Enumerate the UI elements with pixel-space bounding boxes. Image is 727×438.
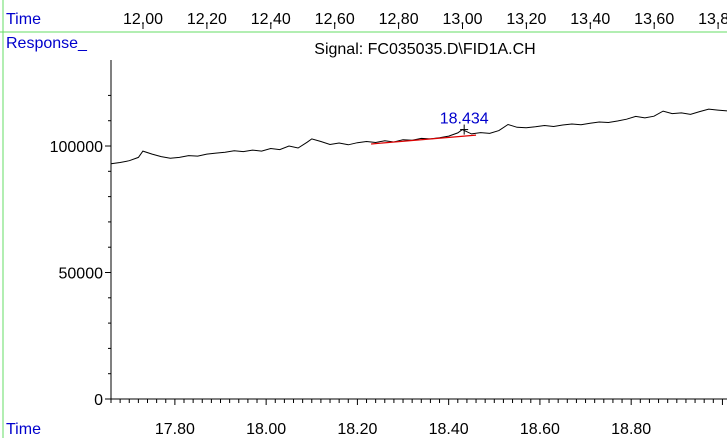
y-tick-label: 0: [94, 392, 103, 409]
top-tick-label: 12.00: [123, 11, 163, 28]
top-tick-label: 12.20: [187, 11, 227, 28]
x-tick-label: 18.80: [611, 421, 651, 438]
top-axis-title: Time: [6, 11, 41, 28]
top-tick-label: 13.40: [570, 11, 610, 28]
top-tick-label: 13.00: [442, 11, 482, 28]
integration-baseline: [371, 134, 477, 145]
y-tick-group: 0 50000 100000: [50, 94, 111, 409]
top-tick-label: 13.20: [506, 11, 546, 28]
plot-area: 18.434: [110, 108, 727, 165]
x-tick-label: 18.00: [246, 421, 286, 438]
chart-title: Signal: FC035035.D\FID1A.CH: [314, 41, 535, 58]
x-tick-group: 17.80 18.00 18.20 18.40 18.60 18.80: [110, 399, 723, 438]
x-axis-title: Time: [6, 421, 41, 438]
top-tick-label: 13.80: [698, 11, 727, 28]
top-tick-label: 12.40: [251, 11, 291, 28]
y-axis-title: Response_: [6, 35, 88, 52]
x-tick-label: 17.80: [155, 421, 195, 438]
top-tick-labels: 12.00 12.20 12.40 12.60 12.80 13.00 13.20 13.40…: [123, 11, 727, 29]
peak-label: 18.434: [440, 111, 489, 128]
top-tick-label: 12.60: [315, 11, 355, 28]
top-tick-label: 13.60: [634, 11, 674, 28]
x-tick-label: 18.20: [337, 421, 377, 438]
top-tick-label: 12.80: [379, 11, 419, 28]
x-tick-label: 18.40: [429, 421, 469, 438]
y-tick-label: 100000: [50, 139, 103, 156]
signal-trace: [110, 108, 727, 165]
x-tick-label: 18.60: [520, 421, 560, 438]
y-tick-label: 50000: [59, 266, 104, 283]
